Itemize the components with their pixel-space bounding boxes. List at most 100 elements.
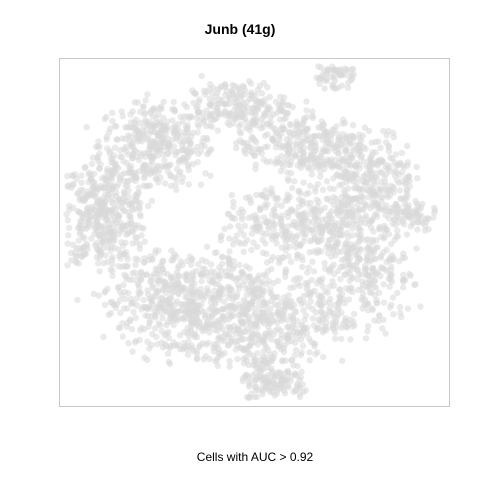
cell-point (220, 254, 226, 260)
cell-point (299, 264, 305, 270)
cell-point (351, 185, 357, 191)
cell-point (167, 161, 173, 167)
cell-point (243, 372, 249, 378)
cell-point (267, 306, 273, 312)
cell-point (150, 154, 156, 160)
cell-point (339, 257, 345, 263)
cell-point (234, 291, 240, 297)
cell-point (356, 148, 362, 154)
cell-point (254, 122, 260, 128)
cell-point (219, 291, 225, 297)
cell-point (286, 129, 292, 135)
cell-point (398, 314, 404, 320)
cell-point (303, 191, 309, 197)
cell-point (226, 265, 232, 271)
cell-point (252, 116, 258, 122)
cell-point (324, 178, 330, 184)
cell-point (127, 111, 133, 117)
cell-point (316, 199, 322, 205)
cell-point (425, 226, 431, 232)
cell-point (321, 260, 327, 266)
cell-point (253, 384, 259, 390)
cell-point (414, 164, 420, 170)
cell-point (109, 172, 115, 178)
cell-point (324, 196, 330, 202)
cell-point (172, 122, 178, 128)
cell-point (348, 317, 354, 323)
cell-point (218, 267, 224, 273)
cell-point (80, 225, 86, 231)
cell-point (167, 345, 173, 351)
cell-point (359, 295, 365, 301)
cell-point (198, 116, 204, 122)
cell-point (324, 222, 330, 228)
cell-point (340, 116, 346, 122)
cell-point (322, 288, 328, 294)
cell-point (229, 192, 235, 198)
cell-point (103, 114, 109, 120)
cell-point (281, 349, 287, 355)
cell-point (279, 357, 285, 363)
cell-point (278, 168, 284, 174)
cell-point (267, 94, 273, 100)
cell-point (388, 183, 394, 189)
cell-point (208, 101, 214, 107)
cell-point (243, 195, 249, 201)
cell-point (177, 308, 183, 314)
cell-point (181, 101, 187, 107)
cell-point (190, 320, 196, 326)
cell-point (300, 257, 306, 263)
cell-point (241, 360, 247, 366)
cell-point (243, 299, 249, 305)
cell-point (123, 249, 129, 255)
cell-point (244, 99, 250, 105)
cell-point (381, 235, 387, 241)
cell-point (233, 103, 239, 109)
cell-point (262, 111, 268, 117)
cell-point (368, 159, 374, 165)
cell-point (285, 368, 291, 374)
cell-point (104, 168, 110, 174)
cell-point (294, 335, 300, 341)
cell-point (388, 241, 394, 247)
cell-point (380, 317, 386, 323)
cell-point (202, 266, 208, 272)
cell-point (350, 178, 356, 184)
cell-point (204, 288, 210, 294)
cell-point (116, 231, 122, 237)
cell-point (373, 174, 379, 180)
cell-point (350, 71, 356, 77)
cell-point (290, 104, 296, 110)
cell-point (338, 71, 344, 77)
cell-point (125, 132, 131, 138)
cell-point (185, 138, 191, 144)
cell-point (417, 303, 423, 309)
cell-point (402, 181, 408, 187)
cell-point (331, 186, 337, 192)
cell-point (214, 341, 220, 347)
cell-point (336, 232, 342, 238)
cell-point (70, 242, 76, 248)
cell-point (333, 196, 339, 202)
cell-point (307, 298, 313, 304)
cell-point (89, 161, 95, 167)
cell-point (265, 226, 271, 232)
cell-point (362, 125, 368, 131)
cell-point (312, 351, 318, 357)
cell-point (267, 389, 273, 395)
cell-point (332, 252, 338, 258)
cell-point (353, 170, 359, 176)
cell-point (234, 232, 240, 238)
cell-point (243, 346, 249, 352)
cell-point (241, 249, 247, 255)
cell-point (144, 91, 150, 97)
cell-point (254, 394, 260, 400)
cell-point (344, 162, 350, 168)
cell-point (372, 292, 378, 298)
cell-point (335, 137, 341, 143)
cell-point (229, 89, 235, 95)
cell-point (186, 161, 192, 167)
cell-point (300, 343, 306, 349)
cell-point (319, 118, 325, 124)
cell-point (228, 305, 234, 311)
